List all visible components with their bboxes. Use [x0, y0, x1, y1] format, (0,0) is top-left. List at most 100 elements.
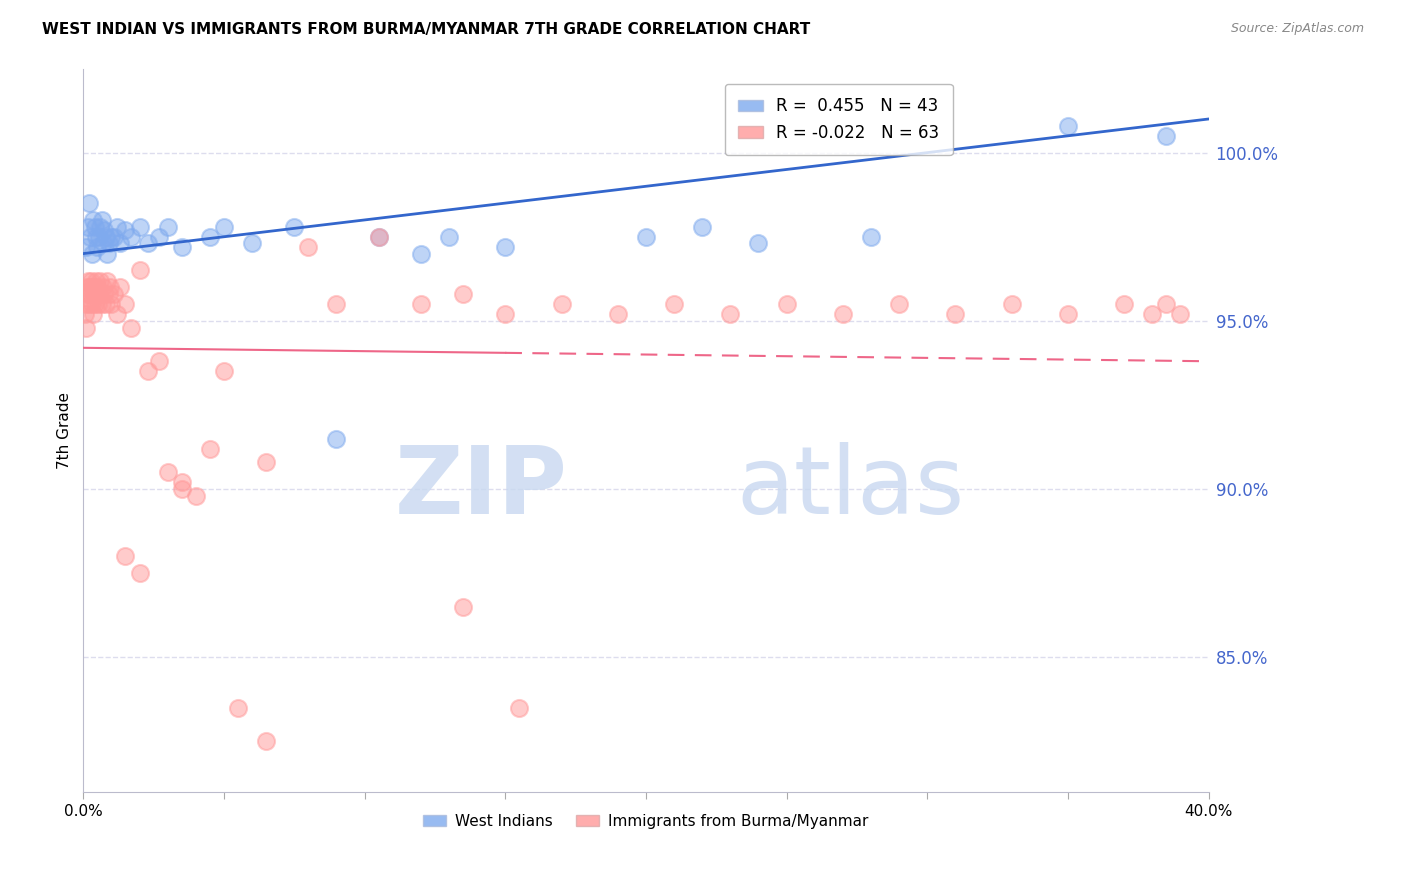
Point: [114, 223, 136, 237]
Point: [1057, 307, 1080, 321]
Point: [198, 229, 221, 244]
Point: [212, 219, 235, 234]
Point: [409, 246, 432, 260]
Point: [634, 229, 657, 244]
Point: [84, 229, 107, 244]
Point: [86, 240, 108, 254]
Point: [94, 297, 117, 311]
Point: [747, 236, 769, 251]
Point: [1156, 297, 1178, 311]
Point: [325, 297, 347, 311]
Point: [82, 280, 104, 294]
Text: WEST INDIAN VS IMMIGRANTS FROM BURMA/MYANMAR 7TH GRADE CORRELATION CHART: WEST INDIAN VS IMMIGRANTS FROM BURMA/MYA…: [42, 22, 810, 37]
Point: [690, 219, 713, 234]
Point: [1170, 307, 1192, 321]
Point: [75, 240, 97, 254]
Point: [89, 273, 111, 287]
Point: [887, 297, 910, 311]
Point: [325, 432, 347, 446]
Text: atlas: atlas: [735, 442, 965, 534]
Point: [105, 219, 128, 234]
Point: [148, 229, 170, 244]
Point: [1156, 128, 1178, 143]
Point: [108, 280, 131, 294]
Point: [254, 734, 277, 748]
Point: [494, 240, 516, 254]
Point: [1114, 297, 1136, 311]
Point: [128, 263, 150, 277]
Point: [550, 297, 572, 311]
Point: [77, 196, 100, 211]
Point: [170, 475, 193, 490]
Point: [83, 287, 105, 301]
Point: [79, 229, 101, 244]
Point: [105, 307, 128, 321]
Point: [409, 297, 432, 311]
Point: [87, 229, 110, 244]
Point: [86, 280, 108, 294]
Point: [80, 297, 103, 311]
Point: [198, 442, 221, 456]
Point: [1142, 307, 1164, 321]
Point: [96, 246, 118, 260]
Point: [100, 229, 122, 244]
Point: [128, 566, 150, 581]
Point: [76, 287, 98, 301]
Legend: West Indians, Immigrants from Burma/Myanmar: West Indians, Immigrants from Burma/Myan…: [418, 808, 875, 835]
Point: [136, 236, 159, 251]
Point: [508, 701, 530, 715]
Point: [1057, 119, 1080, 133]
Point: [76, 280, 98, 294]
Point: [103, 287, 125, 301]
Point: [775, 297, 797, 311]
Point: [451, 599, 474, 614]
Point: [98, 280, 121, 294]
Point: [90, 297, 112, 311]
Point: [79, 280, 101, 294]
Point: [156, 465, 179, 479]
Point: [128, 219, 150, 234]
Point: [93, 223, 115, 237]
Point: [97, 287, 120, 301]
Point: [82, 213, 104, 227]
Point: [100, 297, 122, 311]
Point: [76, 219, 98, 234]
Point: [1001, 297, 1024, 311]
Point: [86, 287, 108, 301]
Point: [831, 307, 853, 321]
Point: [297, 240, 319, 254]
Point: [97, 236, 120, 251]
Point: [80, 273, 103, 287]
Point: [367, 229, 389, 244]
Point: [103, 229, 125, 244]
Point: [93, 287, 115, 301]
Point: [79, 287, 101, 301]
Point: [94, 229, 117, 244]
Point: [83, 280, 105, 294]
Point: [84, 297, 107, 311]
Point: [120, 229, 142, 244]
Point: [451, 287, 474, 301]
Point: [82, 307, 104, 321]
Point: [87, 297, 110, 311]
Point: [84, 273, 107, 287]
Point: [859, 229, 882, 244]
Point: [367, 229, 389, 244]
Point: [718, 307, 741, 321]
Point: [108, 236, 131, 251]
Text: ZIP: ZIP: [394, 442, 567, 534]
Point: [77, 273, 100, 287]
Point: [80, 246, 103, 260]
Point: [494, 307, 516, 321]
Point: [77, 297, 100, 311]
Text: Source: ZipAtlas.com: Source: ZipAtlas.com: [1230, 22, 1364, 36]
Point: [226, 701, 249, 715]
Point: [91, 280, 114, 294]
Point: [945, 307, 967, 321]
Point: [120, 320, 142, 334]
Point: [283, 219, 305, 234]
Point: [114, 549, 136, 564]
Point: [87, 287, 110, 301]
Point: [170, 240, 193, 254]
Point: [156, 219, 179, 234]
